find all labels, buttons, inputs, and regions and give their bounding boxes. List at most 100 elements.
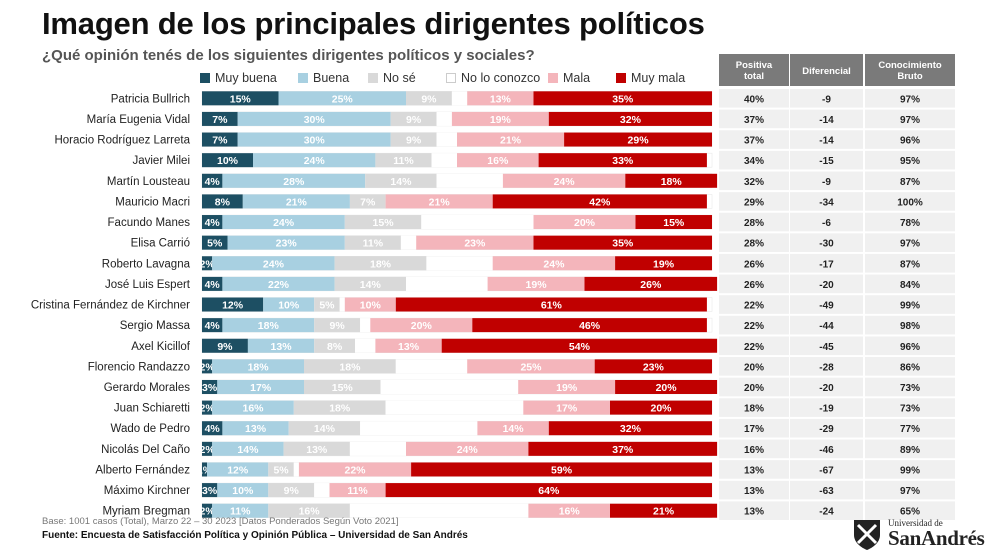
bar-segment-buena: [278, 91, 406, 106]
category-label: Martín Lousteau: [107, 176, 190, 188]
data-label: 14%: [503, 423, 525, 435]
table-value: 97%: [900, 239, 920, 250]
bar-segment-no-lo-conozco: [431, 153, 457, 168]
table-cell: [790, 150, 863, 170]
data-label: 7%: [212, 114, 228, 126]
table-header-cell: [719, 54, 789, 86]
bar-segment-no-lo-conozco: [380, 379, 519, 394]
data-label: 21%: [653, 506, 675, 518]
bar-segment-no-se: [390, 132, 437, 147]
table-value: -6: [822, 218, 831, 229]
category-label: Máximo Kirchner: [104, 485, 190, 497]
table-cell: [865, 274, 955, 294]
bar-segment-muy-buena: [202, 194, 243, 209]
bar-segment-no-lo-conozco: [436, 132, 457, 147]
data-label: 2%: [200, 506, 216, 518]
data-label: 33%: [612, 155, 634, 167]
legend-label: Mala: [563, 71, 591, 85]
bar-segment-no-se: [349, 194, 386, 209]
data-label: 22%: [268, 279, 290, 291]
table-value: 17%: [744, 424, 764, 435]
table-value: 84%: [900, 280, 920, 291]
table-value: 99%: [900, 465, 920, 476]
table-value: 18%: [744, 404, 764, 415]
bar-segment-no-lo-conozco: [436, 173, 503, 188]
table-cell: [790, 357, 863, 376]
table-cell: [790, 274, 863, 294]
table-cell: [719, 501, 789, 521]
table-header-label: Positiva: [736, 60, 773, 71]
table-value: 96%: [900, 136, 920, 147]
table-cell: [790, 89, 863, 108]
legend-swatch: [200, 73, 210, 83]
bar-segment-muy-buena: [202, 318, 223, 333]
bar-segment-muy-mala: [533, 91, 712, 106]
category-label: Patricia Bullrich: [111, 93, 190, 105]
table-value: 65%: [900, 507, 920, 518]
bar-segment-no-se: [334, 276, 406, 291]
table-value: 95%: [900, 156, 920, 167]
bar-segment-muy-buena: [202, 483, 218, 498]
data-label: 15%: [230, 93, 252, 105]
table-value: -34: [819, 197, 834, 208]
table-value: -14: [819, 136, 834, 147]
bar-segment-no-se: [334, 256, 427, 271]
bar-segment-muy-buena: [202, 276, 223, 291]
legend-item-muy-buena: Muy buena: [200, 70, 277, 86]
bar-segment-muy-buena: [202, 153, 253, 168]
table-cell: [719, 233, 789, 252]
table-value: -9: [822, 94, 831, 105]
bar-segment-muy-buena: [202, 462, 208, 477]
table-cell: [719, 377, 789, 397]
data-label: 19%: [490, 114, 512, 126]
table-value: 96%: [900, 342, 920, 353]
table-cell: [865, 460, 955, 479]
data-label: 18%: [370, 258, 392, 270]
data-label: 14%: [360, 279, 382, 291]
legend-label: Buena: [313, 71, 350, 85]
bar-segment-buena: [247, 338, 315, 353]
category-label: Roberto Lavagna: [102, 258, 191, 270]
bar-segment-muy-buena: [202, 400, 213, 415]
bar-segment-no-lo-conozco: [349, 503, 529, 518]
data-label: 35%: [612, 93, 634, 105]
table-cell: [865, 212, 955, 232]
bar-segment-muy-mala: [441, 338, 718, 353]
data-label: 28%: [283, 176, 305, 188]
table-cell: [865, 418, 955, 438]
table-value: -29: [819, 424, 834, 435]
table-value: -19: [819, 404, 834, 415]
data-label: 26%: [640, 279, 662, 291]
legend-swatch: [616, 73, 626, 83]
table-value: -30: [819, 239, 834, 250]
bar-segment-muy-buena: [202, 338, 248, 353]
bar-segment-muy-buena: [202, 421, 223, 436]
data-label: 15%: [332, 382, 354, 394]
data-label: 7%: [212, 135, 228, 147]
table-cell: [790, 480, 863, 500]
bar-segment-mala: [502, 173, 626, 188]
bar-segment-no-lo-conozco: [355, 338, 376, 353]
table-value: 100%: [897, 197, 923, 208]
table-cell: [719, 357, 789, 376]
data-label: 9%: [284, 485, 300, 497]
data-label: 23%: [464, 238, 486, 250]
table-value: -24: [819, 507, 834, 518]
data-label: 20%: [574, 217, 596, 229]
data-label: 14%: [314, 423, 336, 435]
bar-segment-muy-buena: [202, 215, 223, 230]
data-label: 30%: [304, 135, 326, 147]
data-label: 18%: [339, 361, 361, 373]
data-label: 11%: [347, 485, 368, 497]
bar-segment-muy-mala: [548, 421, 712, 436]
data-label: 13%: [306, 444, 328, 456]
category-label: Myriam Bregman: [102, 506, 190, 518]
table-value: 37%: [744, 136, 764, 147]
bar-segment-no-lo-conozco: [293, 462, 299, 477]
data-label: 18%: [661, 176, 683, 188]
table-value: 73%: [900, 383, 920, 394]
data-label: 4%: [205, 279, 221, 291]
data-label: 21%: [429, 196, 451, 208]
table-cell: [790, 192, 863, 211]
bar-segment-muy-mala: [472, 318, 707, 333]
